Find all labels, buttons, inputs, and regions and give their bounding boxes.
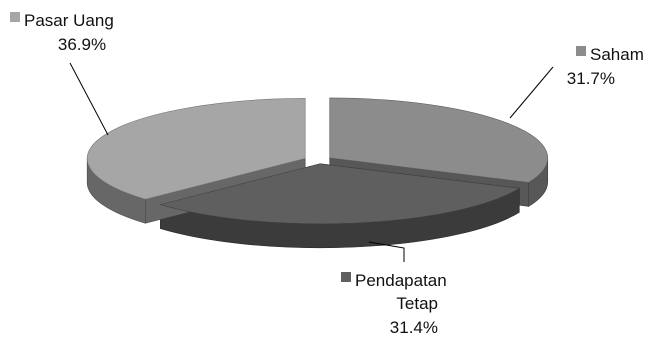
- leader-line-saham: [509, 66, 554, 119]
- leader-line-pendapatan-tetap: [368, 241, 405, 262]
- legend-swatch-pasar-uang: [10, 12, 20, 22]
- slice-value-pasar-uang: 36.9%: [58, 35, 106, 54]
- pie-tops: [86, 97, 548, 225]
- slice-labels: Saham 31.7% Pendapatan Tetap 31.4% Pasar Uang…: [10, 11, 644, 337]
- leader-lines: [69, 62, 554, 262]
- slice-value-saham: 31.7%: [567, 69, 615, 88]
- slice-label-pendapatan-tetap: Pendapatan: [355, 271, 447, 290]
- slice-pendapatan-tetap: [159, 163, 521, 225]
- slice-saham: [329, 97, 548, 183]
- legend-swatch-saham: [576, 46, 586, 56]
- slice-label-saham: Saham: [590, 45, 644, 64]
- slice-pasar-uang: [86, 98, 306, 200]
- slice-label-pendapatan-tetap-line2: Tetap: [396, 294, 438, 313]
- legend-swatch-pendapatan-tetap: [341, 272, 351, 282]
- leader-line-pasar-uang: [69, 62, 109, 136]
- slice-label-pasar-uang: Pasar Uang: [24, 11, 114, 30]
- slice-value-pendapatan-tetap: 31.4%: [390, 318, 438, 337]
